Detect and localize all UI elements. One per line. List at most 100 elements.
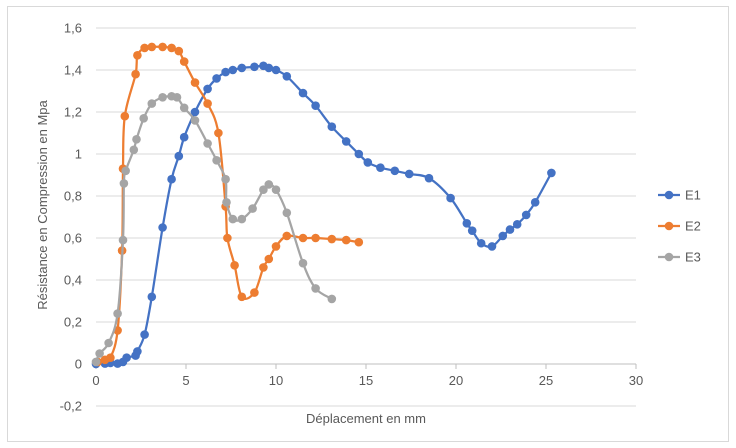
data-series bbox=[91, 42, 556, 369]
data-point bbox=[158, 42, 167, 52]
data-point bbox=[190, 107, 200, 117]
gridlines bbox=[95, 27, 637, 407]
data-point bbox=[271, 242, 281, 251]
data-point bbox=[390, 166, 400, 176]
data-point bbox=[132, 135, 141, 144]
data-point bbox=[264, 180, 274, 189]
data-point bbox=[147, 42, 157, 52]
x-tick-label: 5 bbox=[182, 373, 189, 388]
data-point bbox=[147, 292, 157, 302]
data-point bbox=[298, 233, 308, 243]
data-point bbox=[237, 63, 247, 73]
x-tick-label: 20 bbox=[449, 373, 463, 388]
data-point bbox=[282, 208, 292, 218]
data-point bbox=[311, 284, 320, 293]
data-point bbox=[140, 43, 149, 53]
data-point bbox=[221, 67, 230, 77]
data-point bbox=[237, 292, 247, 302]
data-point bbox=[250, 62, 259, 72]
data-point bbox=[106, 353, 115, 363]
x-tick-labels: 0 5 10 15 20 25 30 bbox=[92, 373, 643, 388]
data-point bbox=[230, 261, 239, 270]
data-point bbox=[133, 51, 142, 60]
y-tick-labels: -0,2 0 0,2 0,4 0,6 0,8 1 1,2 1,4 1,6 bbox=[60, 21, 82, 414]
data-point bbox=[237, 214, 247, 224]
data-point bbox=[221, 174, 230, 184]
data-point bbox=[327, 122, 337, 131]
data-point bbox=[521, 210, 531, 220]
data-point bbox=[133, 347, 142, 356]
y-tick-label: 0,2 bbox=[64, 315, 82, 330]
data-point bbox=[91, 357, 101, 367]
data-point bbox=[505, 225, 515, 234]
data-point bbox=[467, 226, 477, 235]
legend: E1 E2 E3 bbox=[658, 188, 701, 265]
x-axis-title: Déplacement en mm bbox=[306, 411, 426, 426]
data-point bbox=[311, 101, 320, 110]
data-point bbox=[487, 242, 497, 251]
data-point bbox=[179, 103, 189, 113]
data-point bbox=[158, 223, 167, 232]
data-point bbox=[264, 254, 274, 264]
data-point bbox=[376, 163, 385, 172]
legend-label: E2 bbox=[685, 219, 701, 234]
x-tick-label: 25 bbox=[539, 373, 553, 388]
data-point bbox=[212, 74, 221, 83]
data-point bbox=[167, 43, 176, 53]
data-point bbox=[120, 111, 130, 121]
y-tick-label: -0,2 bbox=[60, 399, 82, 414]
series-line bbox=[95, 64, 553, 366]
data-point bbox=[167, 174, 176, 184]
data-point bbox=[498, 231, 508, 241]
chart-frame bbox=[7, 6, 729, 442]
data-point bbox=[179, 132, 189, 142]
y-tick-label: 0,8 bbox=[64, 189, 82, 204]
data-point bbox=[174, 46, 184, 56]
data-point bbox=[311, 233, 320, 243]
data-point bbox=[462, 219, 472, 228]
data-point bbox=[214, 128, 223, 138]
data-point bbox=[259, 263, 268, 272]
data-point bbox=[190, 78, 200, 87]
data-point bbox=[424, 173, 434, 183]
legend-item-e2: E2 bbox=[658, 219, 701, 234]
legend-swatch-marker bbox=[664, 190, 674, 200]
legend-swatch-marker bbox=[664, 221, 674, 231]
data-point bbox=[327, 234, 337, 244]
x-tick-label: 30 bbox=[629, 373, 643, 388]
data-point bbox=[271, 185, 281, 194]
legend-swatch-marker bbox=[664, 252, 674, 262]
y-tick-label: 0,4 bbox=[64, 273, 82, 288]
data-point bbox=[158, 93, 167, 102]
data-point bbox=[95, 349, 104, 358]
data-point bbox=[203, 99, 212, 108]
data-point bbox=[212, 156, 221, 165]
data-point bbox=[341, 137, 351, 146]
data-point bbox=[203, 84, 212, 94]
legend-label: E3 bbox=[685, 250, 701, 265]
data-point bbox=[282, 231, 292, 241]
x-tick-label: 10 bbox=[269, 373, 283, 388]
data-point bbox=[222, 198, 231, 207]
data-point bbox=[298, 88, 308, 98]
y-tick-label: 0,6 bbox=[64, 231, 82, 246]
data-point bbox=[264, 63, 274, 73]
series-e3 bbox=[91, 91, 337, 367]
data-point bbox=[476, 238, 486, 248]
data-point bbox=[512, 220, 522, 229]
y-axis-title: Résistance en Compression en Mpa bbox=[35, 99, 50, 309]
data-point bbox=[228, 214, 238, 224]
x-tick-label: 15 bbox=[359, 373, 373, 388]
data-point bbox=[271, 65, 281, 75]
data-point bbox=[446, 193, 455, 203]
data-point bbox=[354, 149, 364, 159]
series-e1 bbox=[91, 61, 556, 369]
data-point bbox=[223, 233, 232, 243]
data-point bbox=[228, 65, 238, 75]
data-point bbox=[131, 69, 140, 79]
y-tick-label: 1,2 bbox=[64, 105, 82, 120]
data-point bbox=[129, 145, 139, 155]
data-point bbox=[363, 158, 373, 167]
data-point bbox=[104, 338, 113, 348]
